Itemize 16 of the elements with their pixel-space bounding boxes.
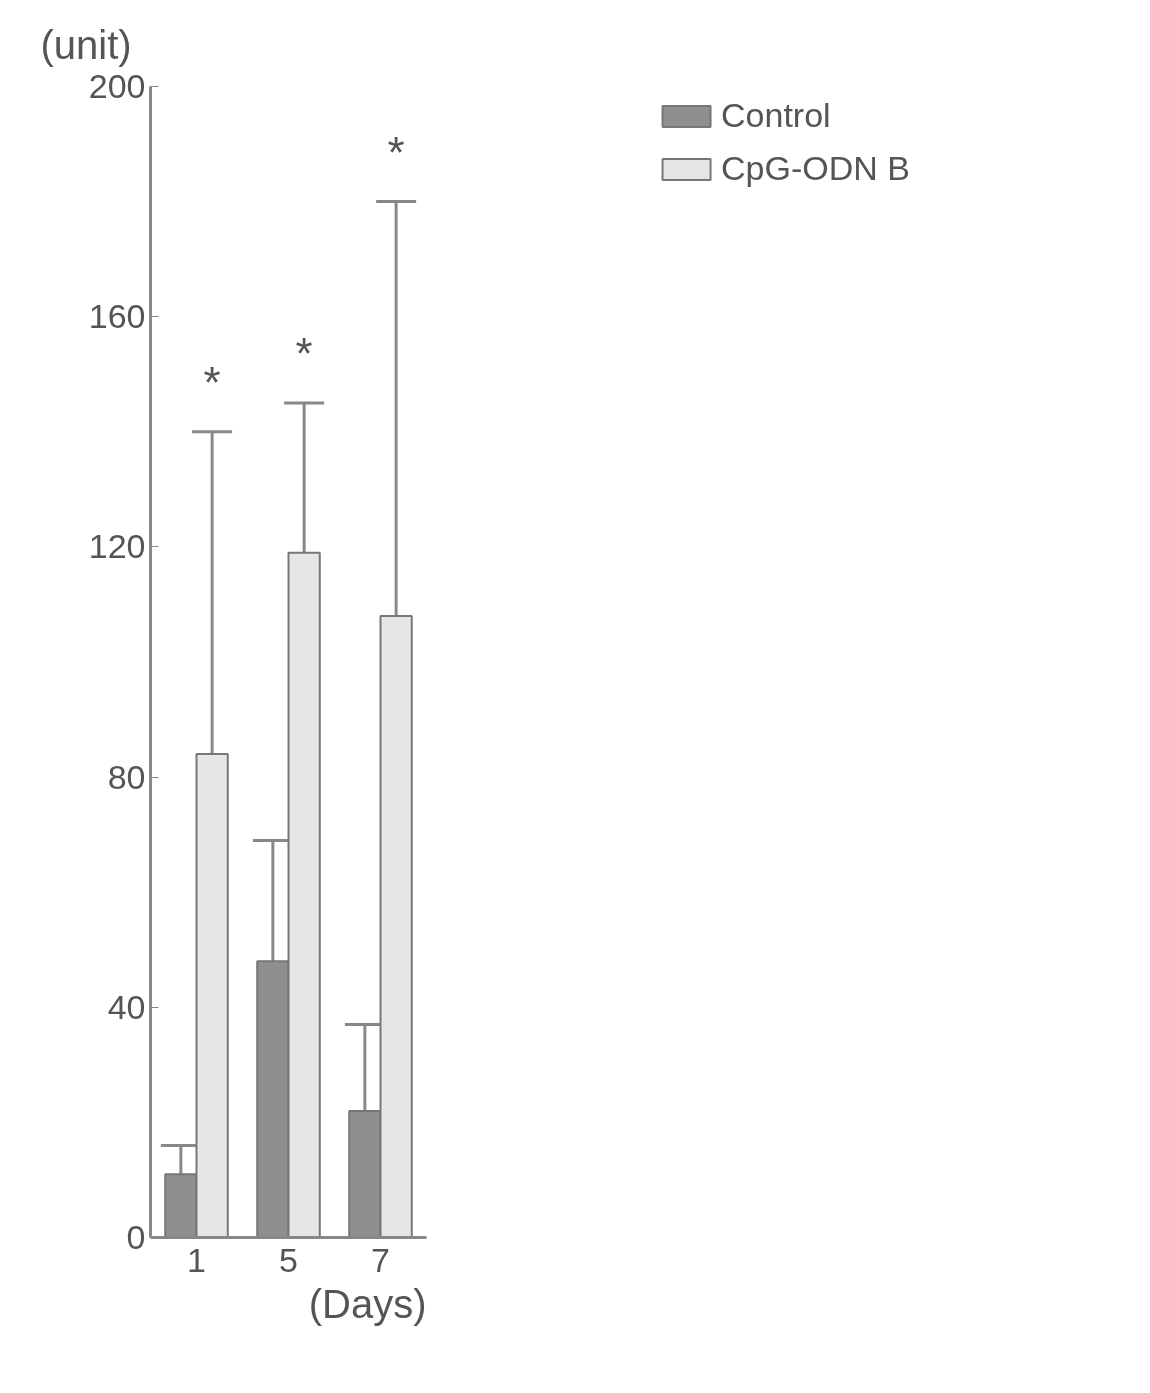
y-tick-label: 40 <box>107 987 146 1026</box>
x-tick-label: 7 <box>371 1240 390 1279</box>
y-tick-label: 120 <box>88 527 146 566</box>
legend-label: Control <box>721 96 831 135</box>
annotation: * <box>295 329 313 379</box>
x-axis-title: (Days) <box>308 1281 427 1326</box>
y-tick-label: 80 <box>107 757 146 796</box>
x-tick-label: 5 <box>279 1240 298 1279</box>
legend-label: CpG-ODN B <box>721 149 910 188</box>
annotation: * <box>387 127 405 177</box>
x-tick-label: 1 <box>187 1240 206 1279</box>
annotation: * <box>203 357 221 407</box>
y-axis-title: (unit) <box>40 22 132 67</box>
y-tick-label: 0 <box>126 1218 146 1256</box>
y-tick-label: 200 <box>88 67 146 105</box>
y-tick-label: 160 <box>88 297 146 336</box>
